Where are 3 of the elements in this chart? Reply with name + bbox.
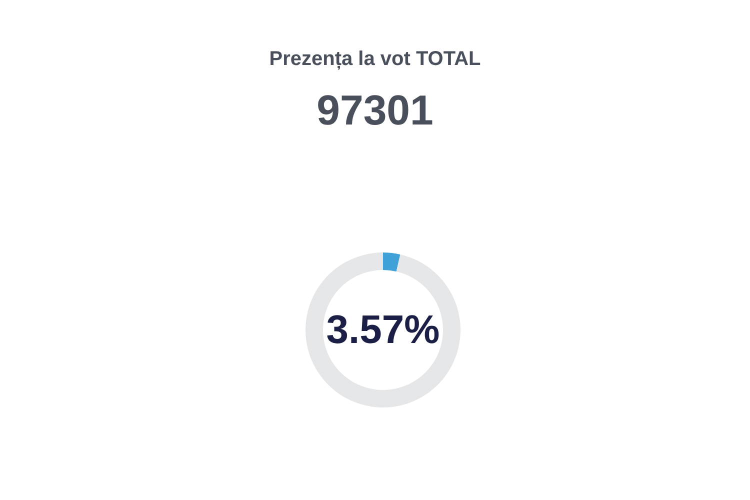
chart-subtitle: 97301	[316, 86, 434, 134]
chart-title: Prezența la vot TOTAL	[269, 48, 481, 70]
data-label: 3.57%	[326, 308, 440, 352]
